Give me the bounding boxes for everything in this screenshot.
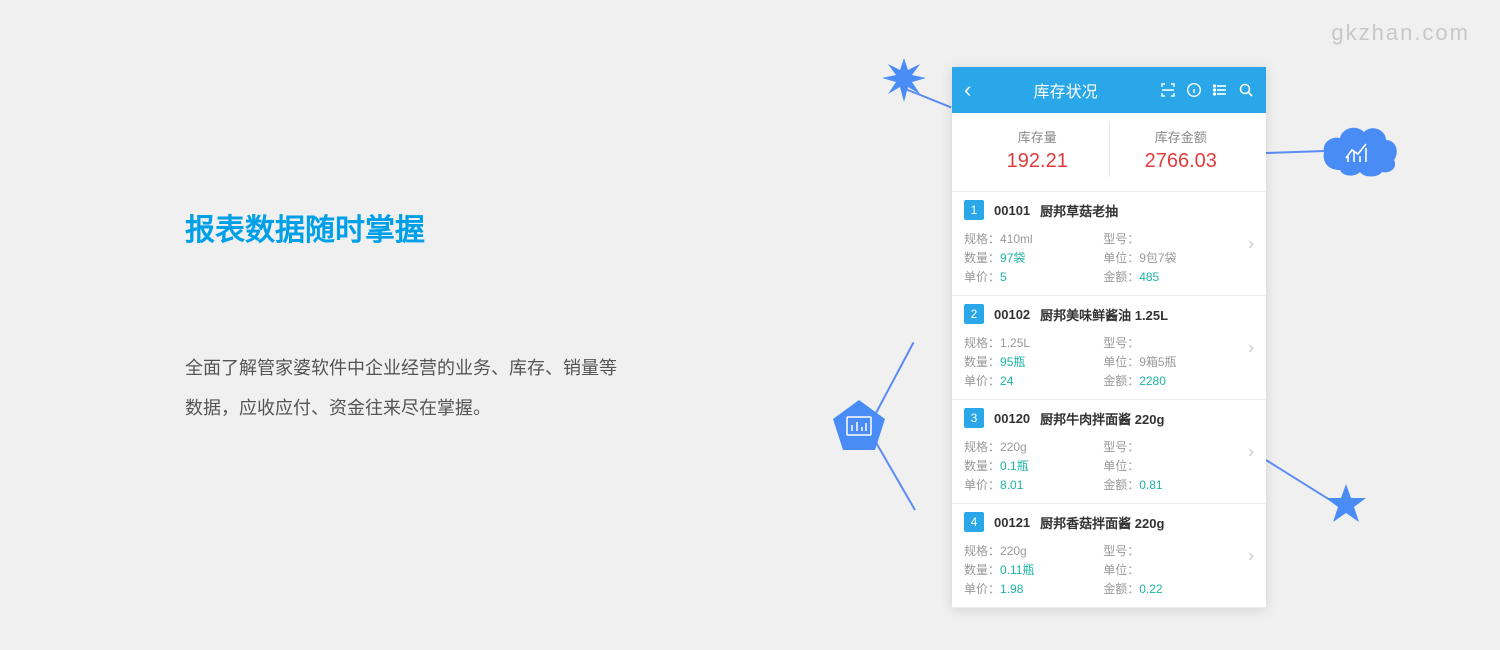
unit-value: 9箱5瓶 [1139,355,1176,369]
item-index-badge: 2 [964,304,984,324]
item-details: 规格：1.25L 型号： 数量：95瓶 单位：9箱5瓶 单价：24 金额：228… [952,330,1266,399]
item-name: 厨邦牛肉拌面酱 220g [1040,409,1164,428]
price-value: 8.01 [1000,478,1023,492]
item-code: 00102 [994,307,1030,322]
item-name: 厨邦香菇拌面酱 220g [1040,513,1164,532]
burst-icon [880,56,928,104]
info-icon[interactable] [1186,82,1202,98]
inventory-item[interactable]: 4 00121 厨邦香菇拌面酱 220g 规格：220g 型号： 数量：0.11… [952,504,1266,608]
item-index-badge: 4 [964,512,984,532]
summary-amount: 库存金额 2766.03 [1110,123,1253,177]
chevron-right-icon: › [1248,545,1254,566]
qty-value: 0.11瓶 [1000,563,1034,577]
item-index-badge: 3 [964,408,984,428]
qty-value: 97袋 [1000,251,1025,265]
summary-qty-label: 库存量 [966,127,1109,146]
chevron-right-icon: › [1248,337,1254,358]
item-code: 00121 [994,515,1030,530]
amount-label: 金额： [1103,582,1139,596]
chevron-right-icon: › [1248,233,1254,254]
item-code: 00120 [994,411,1030,426]
item-header: 1 00101 厨邦草菇老抽 [952,192,1266,226]
model-label: 型号： [1103,544,1139,558]
summary-qty-value: 192.21 [966,150,1109,173]
inventory-item[interactable]: 2 00102 厨邦美味鲜酱油 1.25L 规格：1.25L 型号： 数量：95… [952,296,1266,400]
amount-label: 金额： [1103,478,1139,492]
spec-value: 1.25L [1000,336,1030,350]
amount-value: 2280 [1139,374,1166,388]
back-icon[interactable]: ‹ [964,77,971,103]
price-label: 单价： [964,478,1000,492]
page-description: 全面了解管家婆软件中企业经营的业务、库存、销量等数据，应收应付、资金往来尽在掌握… [185,349,625,428]
amount-value: 0.81 [1139,478,1162,492]
qty-value: 0.1瓶 [1000,459,1029,473]
item-header: 4 00121 厨邦香菇拌面酱 220g [952,504,1266,538]
unit-label: 单位： [1103,355,1139,369]
spec-value: 220g [1000,440,1027,454]
price-value: 5 [1000,270,1007,284]
spec-label: 规格： [964,544,1000,558]
item-index-badge: 1 [964,200,984,220]
search-icon[interactable] [1238,82,1254,98]
summary-qty: 库存量 192.21 [966,123,1110,177]
amount-label: 金额： [1103,374,1139,388]
spec-label: 规格： [964,336,1000,350]
spec-label: 规格： [964,440,1000,454]
phone-title: 库存状况 [971,78,1160,102]
item-details: 规格：410ml 型号： 数量：97袋 单位：9包7袋 单价：5 金额：485 [952,226,1266,295]
cloud-icon [1320,122,1400,178]
price-label: 单价： [964,582,1000,596]
amount-value: 0.22 [1139,582,1162,596]
amount-value: 485 [1139,270,1159,284]
item-name: 厨邦美味鲜酱油 1.25L [1040,305,1168,324]
model-label: 型号： [1103,232,1139,246]
star-icon [1324,482,1368,526]
spec-value: 410ml [1000,232,1033,246]
spec-label: 规格： [964,232,1000,246]
qty-label: 数量： [964,459,1000,473]
summary-row: 库存量 192.21 库存金额 2766.03 [952,113,1266,192]
item-header: 3 00120 厨邦牛肉拌面酱 220g [952,400,1266,434]
qty-value: 95瓶 [1000,355,1025,369]
model-label: 型号： [1103,336,1139,350]
item-details: 规格：220g 型号： 数量：0.11瓶 单位： 单价：1.98 金额：0.22 [952,538,1266,607]
watermark-text: gkzhan.com [1331,20,1470,46]
item-code: 00101 [994,203,1030,218]
inventory-item[interactable]: 3 00120 厨邦牛肉拌面酱 220g 规格：220g 型号： 数量：0.1瓶… [952,400,1266,504]
model-label: 型号： [1103,440,1139,454]
price-label: 单价： [964,270,1000,284]
unit-label: 单位： [1103,459,1139,473]
summary-amt-label: 库存金额 [1110,127,1253,146]
page-heading: 报表数据随时掌握 [185,205,625,249]
item-name: 厨邦草菇老抽 [1040,201,1118,220]
price-value: 1.98 [1000,582,1023,596]
inventory-item[interactable]: 1 00101 厨邦草菇老抽 规格：410ml 型号： 数量：97袋 单位：9包… [952,192,1266,296]
price-value: 24 [1000,374,1013,388]
list-icon[interactable] [1212,82,1228,98]
qty-label: 数量： [964,563,1000,577]
amount-label: 金额： [1103,270,1139,284]
unit-value: 9包7袋 [1139,251,1176,265]
scan-icon[interactable] [1160,82,1176,98]
item-details: 规格：220g 型号： 数量：0.1瓶 单位： 单价：8.01 金额：0.81 [952,434,1266,503]
spec-value: 220g [1000,544,1027,558]
left-text-panel: 报表数据随时掌握 全面了解管家婆软件中企业经营的业务、库存、销量等数据，应收应付… [185,205,625,428]
qty-label: 数量： [964,251,1000,265]
unit-label: 单位： [1103,563,1139,577]
unit-label: 单位： [1103,251,1139,265]
phone-mock: ‹ 库存状况 库存量 192.21 库存金额 2766.03 [952,67,1266,608]
phone-header: ‹ 库存状况 [952,67,1266,113]
item-header: 2 00102 厨邦美味鲜酱油 1.25L [952,296,1266,330]
chevron-right-icon: › [1248,441,1254,462]
summary-amt-value: 2766.03 [1110,150,1253,173]
qty-label: 数量： [964,355,1000,369]
price-label: 单价： [964,374,1000,388]
pentagon-icon [830,397,888,455]
